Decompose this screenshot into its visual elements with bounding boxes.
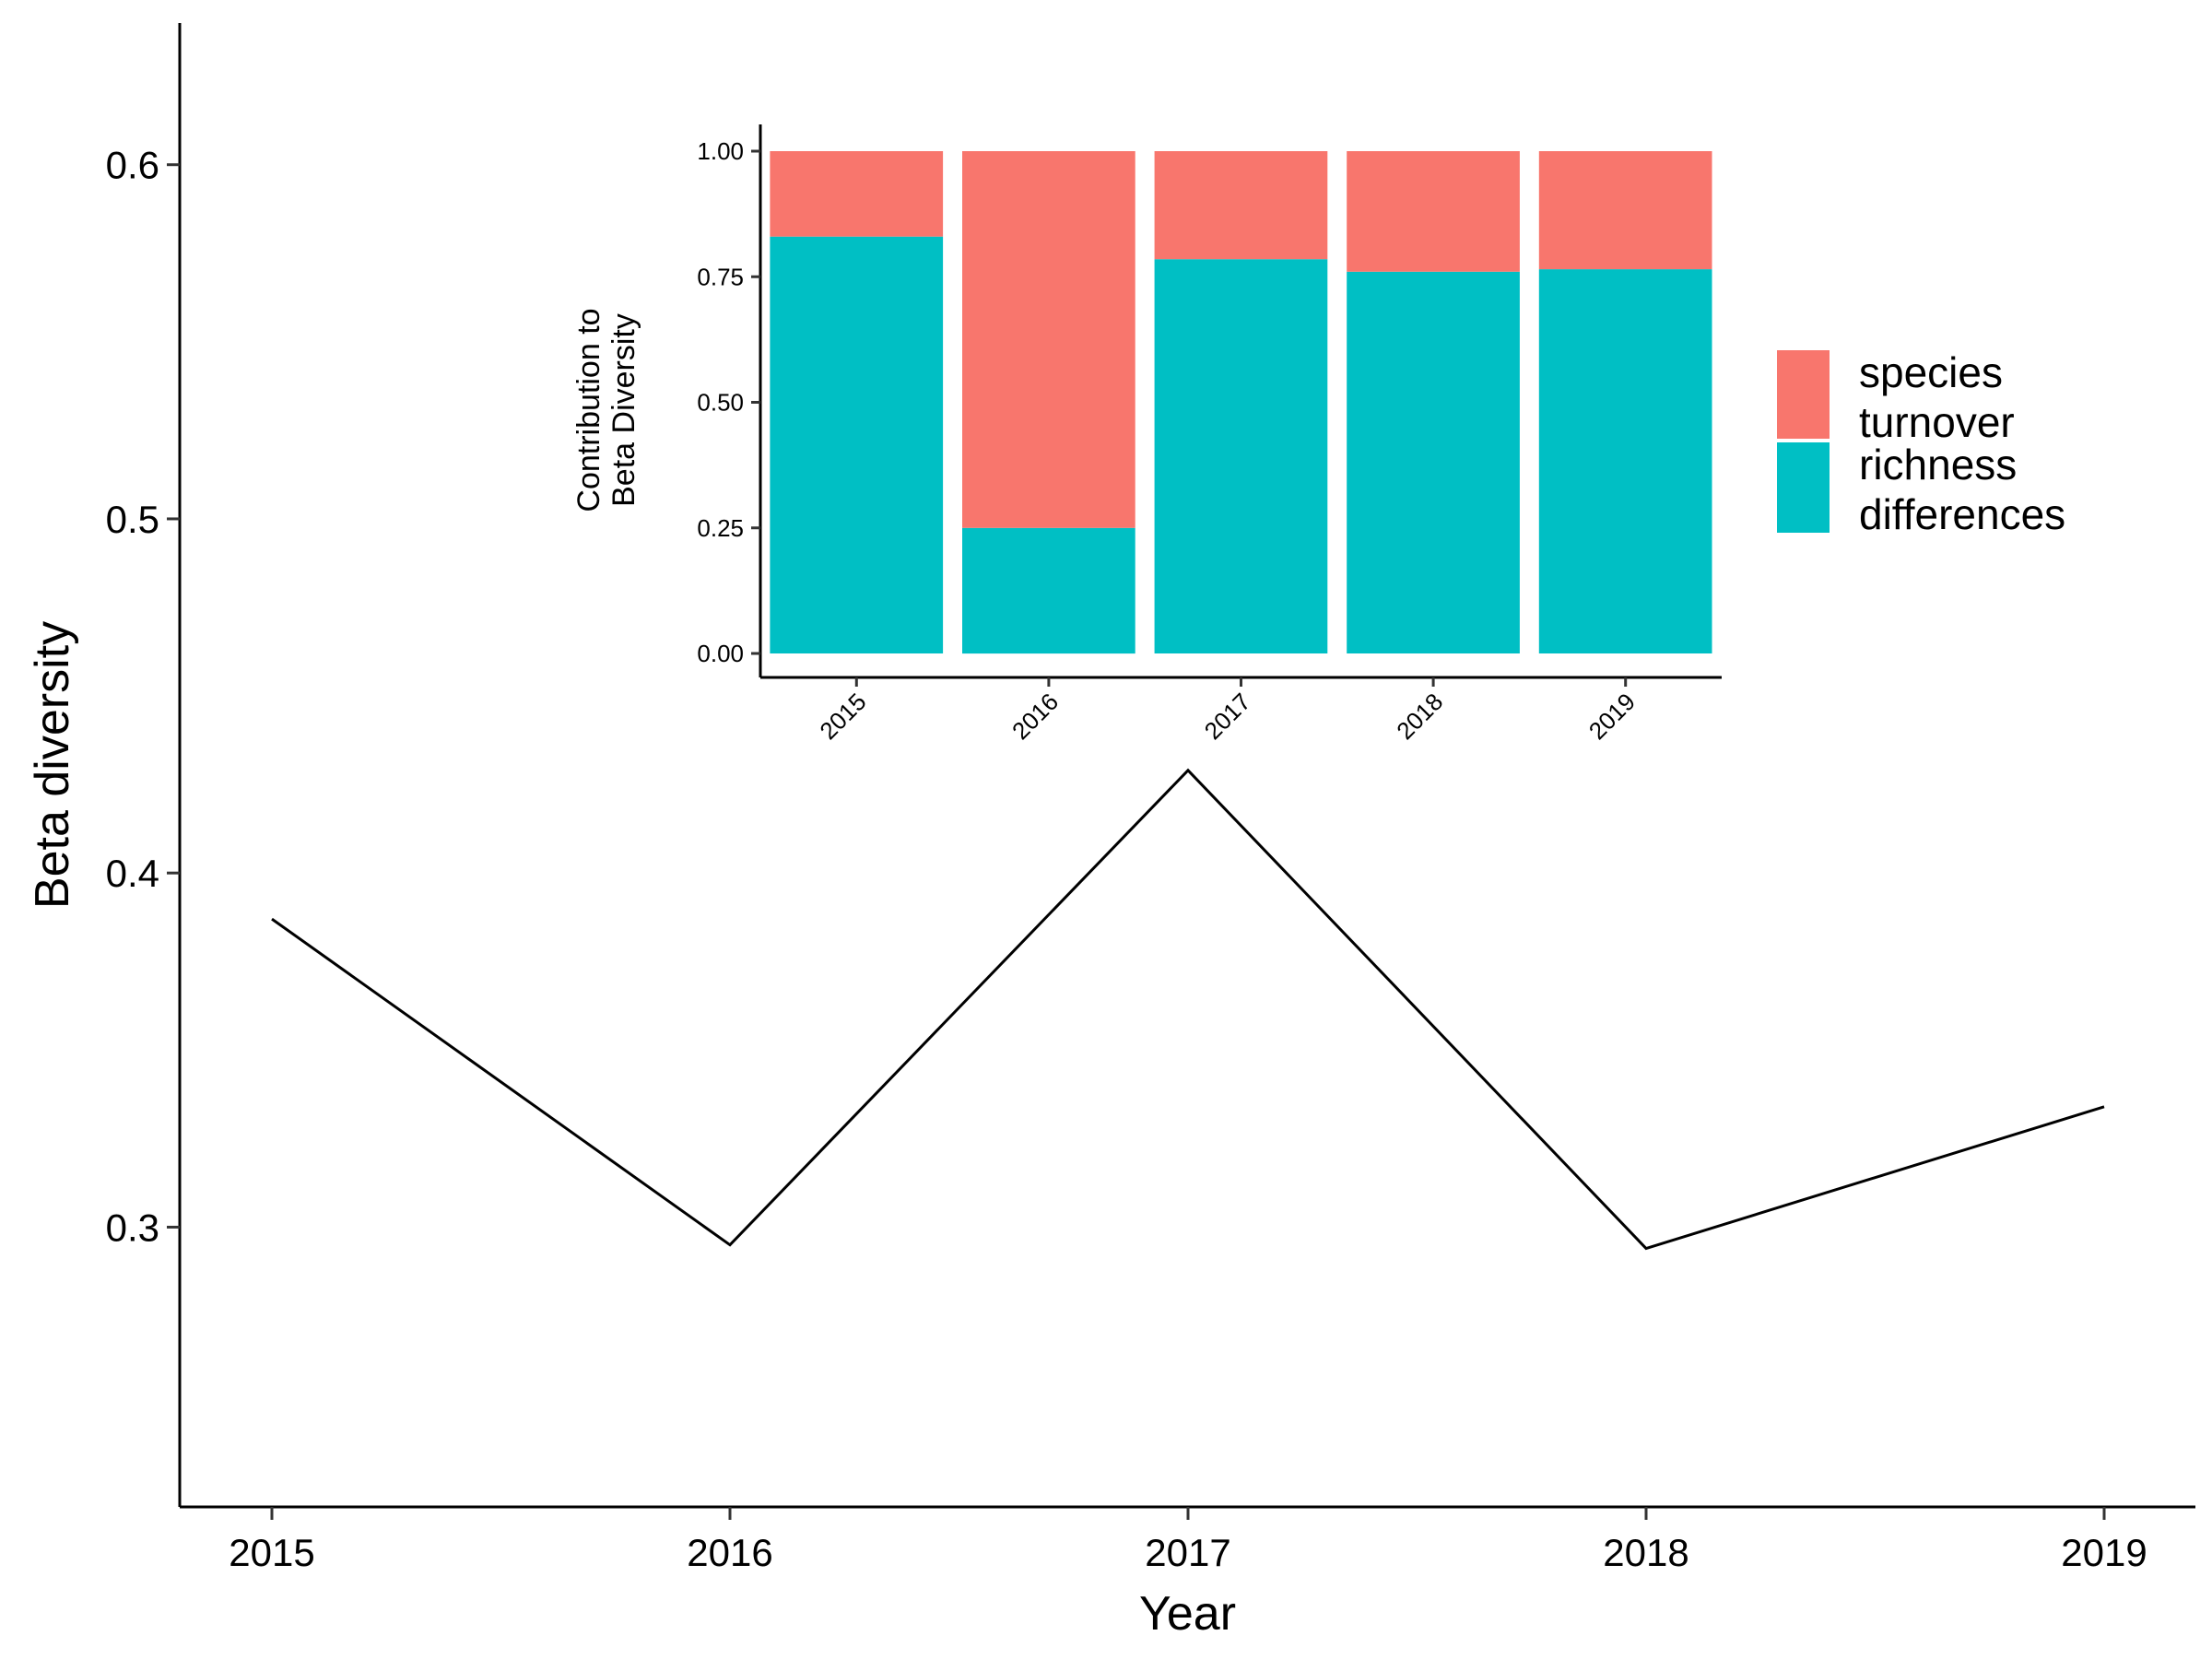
inset-x-tick-label: 2015	[814, 688, 871, 745]
main-y-axis-title: Beta diversity	[26, 621, 79, 909]
inset-bar-segment-turnover	[770, 151, 944, 237]
inset-y-tick-label: 0.50	[697, 389, 744, 417]
beta-diversity-line	[271, 768, 2105, 1251]
main-x-tick-label: 2016	[687, 1531, 772, 1574]
inset-bar-segment-turnover	[1347, 151, 1520, 272]
inset-bar-segment-richness	[1538, 269, 1712, 653]
inset-x-tick-label: 2016	[1006, 688, 1064, 745]
legend-label-line: richness	[1859, 441, 2017, 488]
legend-key-turnover	[1777, 350, 1830, 439]
main-y-tick-label: 0.3	[106, 1206, 159, 1249]
inset-bar-segment-richness	[1154, 259, 1328, 653]
inset-y-axis-title: Contribution toBeta Diversity	[571, 308, 641, 512]
inset-x-tick-label: 2017	[1199, 688, 1256, 745]
inset-y-axis-title-line: Contribution to	[571, 308, 606, 512]
legend-label: richness differences	[1859, 441, 2065, 538]
main-x-tick-label: 2017	[1145, 1531, 1230, 1574]
inset-bar-segment-richness	[962, 527, 1135, 654]
main-x-tick-label: 2019	[2061, 1531, 2147, 1574]
inset-y-tick-label: 1.00	[697, 137, 744, 165]
inset-y-tick-label: 0.25	[697, 514, 744, 542]
inset-bar-segment-richness	[770, 236, 944, 653]
main-line-plot: 0.3 0.4 0.5 0.6 2015 2016 2017 2018 2019 Year Beta…	[26, 23, 2195, 1641]
inset-bar-segment-turnover	[1154, 151, 1328, 260]
legend-label-line: turnover	[1859, 398, 2015, 446]
inset-bar-plot: 0.00 0.25 0.50 0.75 1.00 2015 2016 2017 2018 2019…	[571, 124, 1722, 745]
main-y-tick-label: 0.6	[106, 144, 159, 187]
inset-y-tick-label: 0.00	[697, 640, 744, 667]
inset-y-tick-label: 0.75	[697, 263, 744, 290]
inset-x-tick-label: 2019	[1583, 688, 1641, 745]
main-y-tick-label: 0.5	[106, 498, 159, 541]
inset-bar-segment-richness	[1347, 271, 1520, 653]
inset-x-tick-label: 2018	[1391, 688, 1448, 745]
main-x-axis-title: Year	[1139, 1587, 1236, 1641]
legend-label-line: species	[1859, 348, 2003, 396]
legend-key-richness	[1777, 442, 1830, 533]
inset-bar-segment-turnover	[1538, 151, 1712, 270]
inset-y-axis-title-line: Beta Diversity	[606, 313, 641, 507]
main-x-tick-label: 2018	[1603, 1531, 1688, 1574]
inset-bar-segment-turnover	[962, 151, 1135, 528]
main-x-tick-label: 2015	[229, 1531, 314, 1574]
legend-label: species turnover	[1859, 348, 2015, 446]
main-y-tick-label: 0.4	[106, 852, 159, 895]
legend-label-line: differences	[1859, 490, 2065, 538]
